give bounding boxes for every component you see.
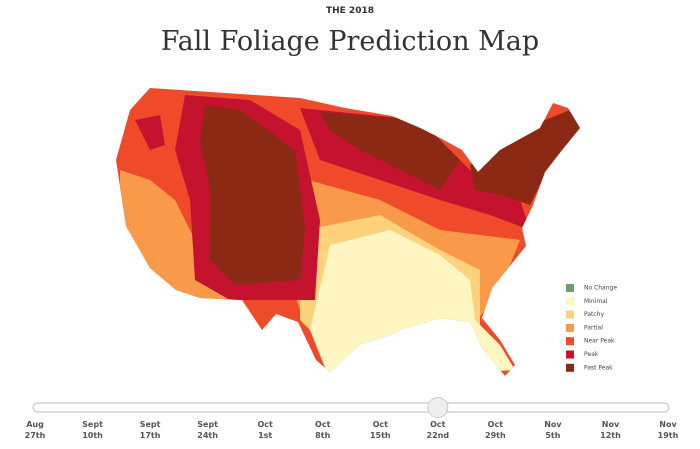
date-month[interactable]: Sept <box>197 420 218 429</box>
legend-label: Near Peak <box>584 338 615 345</box>
date-month[interactable]: Oct <box>488 420 504 429</box>
title: Fall Foliage Prediction Map <box>161 26 539 57</box>
date-day[interactable]: 22nd <box>427 431 450 440</box>
kicker: THE 2018 <box>326 6 374 16</box>
date-day[interactable]: 1st <box>258 431 272 440</box>
legend-label: No Change <box>584 285 617 292</box>
legend-label: Past Peak <box>584 364 613 371</box>
legend-swatch <box>566 310 574 319</box>
legend-label: Peak <box>584 351 599 358</box>
date-month[interactable]: Nov <box>602 420 620 429</box>
date-month[interactable]: Nov <box>659 420 677 429</box>
date-month[interactable]: Sept <box>82 420 103 429</box>
date-day[interactable]: 27th <box>25 431 46 440</box>
date-day[interactable]: 5th <box>545 431 560 440</box>
slider-track[interactable] <box>32 402 670 413</box>
date-day[interactable]: 19th <box>658 431 679 440</box>
date-day[interactable]: 29th <box>485 431 506 440</box>
date-day[interactable]: 12th <box>600 431 621 440</box>
legend-swatch <box>566 284 574 292</box>
legend-swatch <box>566 350 574 359</box>
date-month[interactable]: Nov <box>544 420 562 429</box>
date-month[interactable]: Oct <box>430 420 446 429</box>
legend-swatch <box>566 363 574 372</box>
legend: No Change Minimal Patchy Partial Near Peak Pe… <box>566 284 617 372</box>
date-day[interactable]: 24th <box>197 431 218 440</box>
legend-swatch <box>566 337 574 346</box>
us-map <box>116 88 580 376</box>
date-month[interactable]: Aug <box>26 420 44 429</box>
legend-label: Partial <box>584 324 603 331</box>
date-slider[interactable]: Aug 27th Sept 10th Sept 17th Sept 24th Oct 1st Oct… <box>25 397 679 441</box>
legend-swatch <box>566 297 574 306</box>
date-month[interactable]: Oct <box>315 420 331 429</box>
date-month[interactable]: Oct <box>257 420 273 429</box>
date-day[interactable]: 10th <box>82 431 103 440</box>
date-month[interactable]: Sept <box>140 420 161 429</box>
date-month[interactable]: Oct <box>373 420 389 429</box>
date-day[interactable]: 8th <box>315 431 330 440</box>
legend-swatch <box>566 323 574 332</box>
date-day[interactable]: 17th <box>140 431 161 440</box>
legend-label: Minimal <box>584 298 608 305</box>
date-day[interactable]: 15th <box>370 431 391 440</box>
legend-label: Patchy <box>584 311 604 318</box>
slider-handle[interactable] <box>427 397 449 418</box>
